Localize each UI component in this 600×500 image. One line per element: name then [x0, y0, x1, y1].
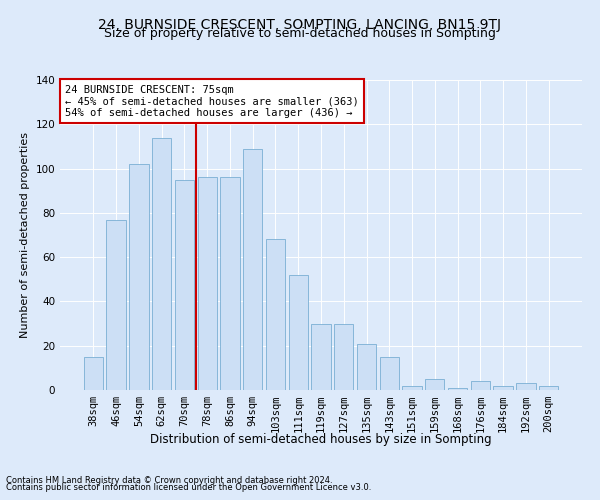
- Bar: [493, 386, 513, 390]
- Bar: [84, 357, 103, 390]
- Bar: [152, 138, 172, 390]
- Bar: [311, 324, 331, 390]
- Bar: [403, 386, 422, 390]
- Bar: [197, 178, 217, 390]
- Bar: [175, 180, 194, 390]
- Text: Contains HM Land Registry data © Crown copyright and database right 2024.: Contains HM Land Registry data © Crown c…: [6, 476, 332, 485]
- Text: 24, BURNSIDE CRESCENT, SOMPTING, LANCING, BN15 9TJ: 24, BURNSIDE CRESCENT, SOMPTING, LANCING…: [98, 18, 502, 32]
- Bar: [516, 384, 536, 390]
- Bar: [289, 275, 308, 390]
- Y-axis label: Number of semi-detached properties: Number of semi-detached properties: [20, 132, 30, 338]
- Bar: [425, 379, 445, 390]
- Bar: [243, 148, 262, 390]
- Bar: [470, 381, 490, 390]
- Bar: [106, 220, 126, 390]
- Text: 24 BURNSIDE CRESCENT: 75sqm
← 45% of semi-detached houses are smaller (363)
54% : 24 BURNSIDE CRESCENT: 75sqm ← 45% of sem…: [65, 84, 359, 118]
- Bar: [129, 164, 149, 390]
- Bar: [380, 357, 399, 390]
- Bar: [266, 240, 285, 390]
- Bar: [220, 178, 239, 390]
- Bar: [334, 324, 353, 390]
- Text: Contains public sector information licensed under the Open Government Licence v3: Contains public sector information licen…: [6, 484, 371, 492]
- Bar: [448, 388, 467, 390]
- Text: Size of property relative to semi-detached houses in Sompting: Size of property relative to semi-detach…: [104, 28, 496, 40]
- Text: Distribution of semi-detached houses by size in Sompting: Distribution of semi-detached houses by …: [150, 432, 492, 446]
- Bar: [357, 344, 376, 390]
- Bar: [539, 386, 558, 390]
